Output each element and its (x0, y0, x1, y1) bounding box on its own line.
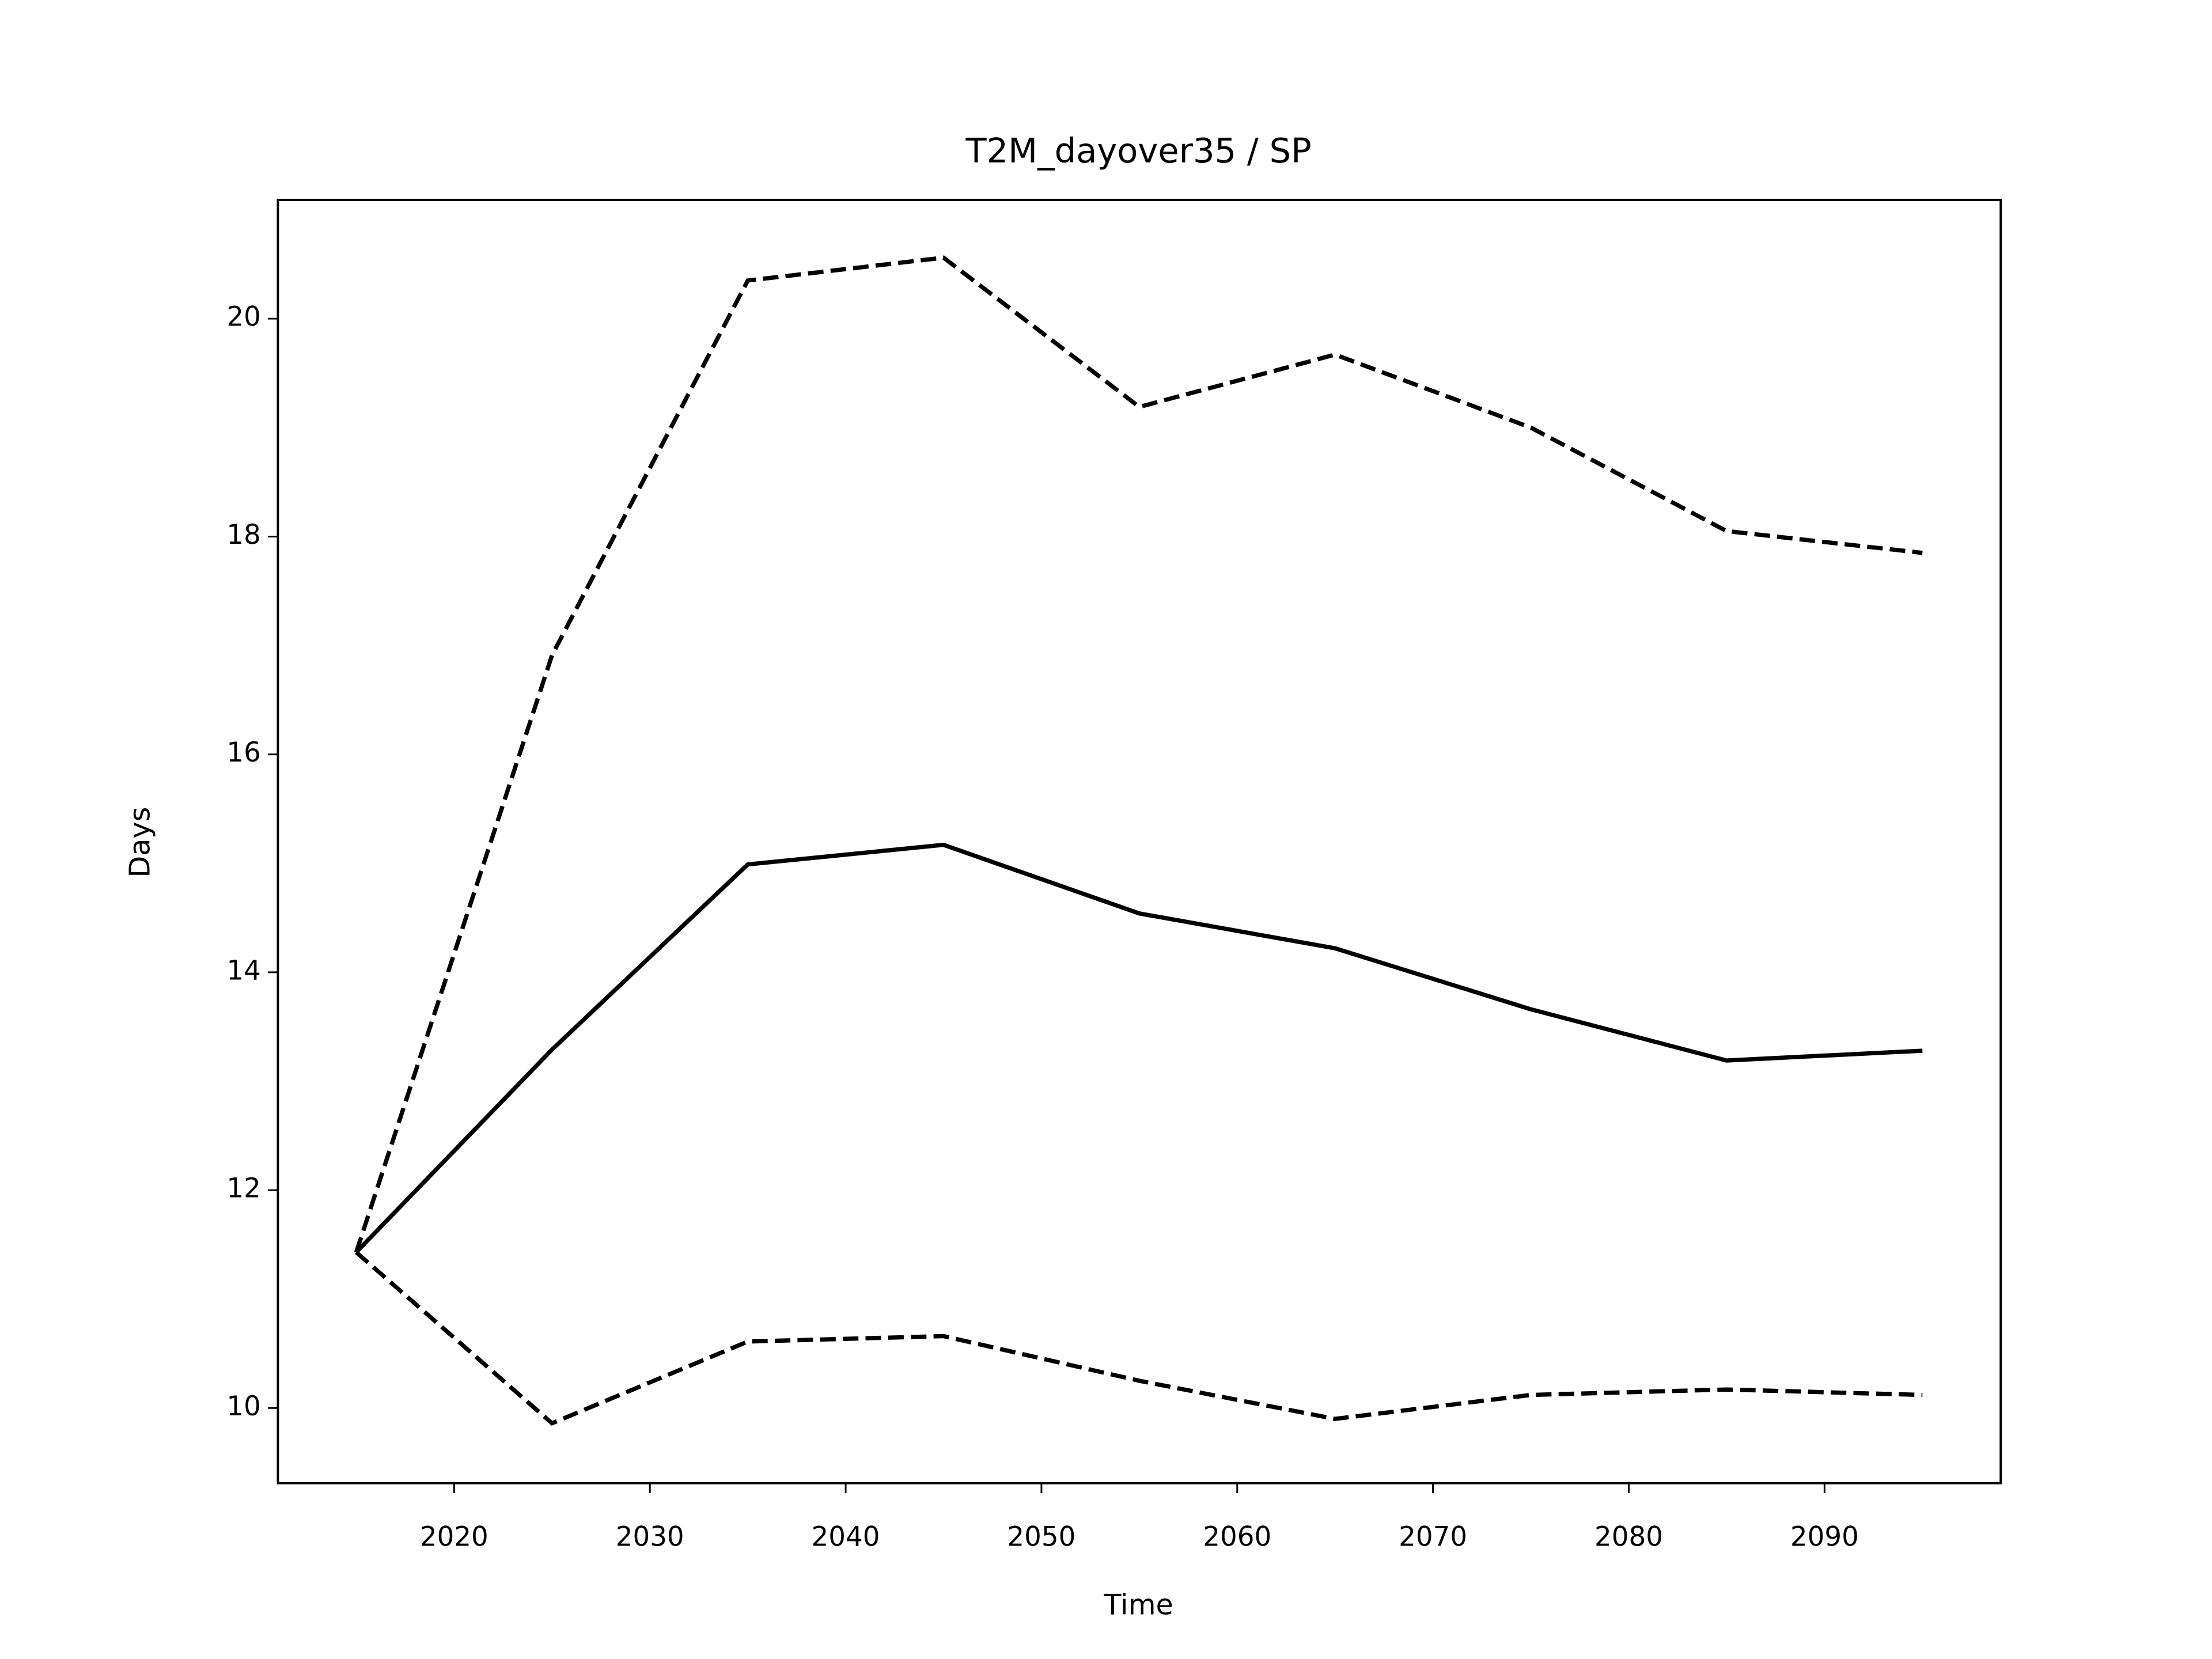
x-tick-label: 2020 (420, 1521, 488, 1552)
plot-frame (276, 199, 2002, 1484)
y-tick-label: 20 (226, 302, 261, 333)
data-line (354, 255, 1923, 1253)
x-tick-label: 2040 (812, 1521, 880, 1552)
x-tick-label: 2070 (1399, 1521, 1467, 1552)
chart-title: T2M_dayover35 / SP (965, 131, 1312, 171)
x-tick-label: 2060 (1203, 1521, 1271, 1552)
y-tick-label: 18 (226, 520, 261, 551)
y-tick-label: 12 (226, 1173, 261, 1205)
x-axis-label: Time (1103, 1588, 1173, 1621)
y-tick-label: 14 (226, 955, 261, 986)
y-tick-label: 16 (226, 737, 261, 768)
y-tick-label: 10 (226, 1391, 261, 1422)
x-tick-label: 2030 (616, 1521, 684, 1552)
data-line (354, 1251, 1923, 1426)
x-tick-label: 2050 (1007, 1521, 1075, 1552)
data-line (354, 842, 1923, 1254)
y-axis-label: Days (123, 807, 157, 878)
x-tick-label: 2090 (1790, 1521, 1859, 1552)
x-tick-label: 2080 (1594, 1521, 1663, 1552)
